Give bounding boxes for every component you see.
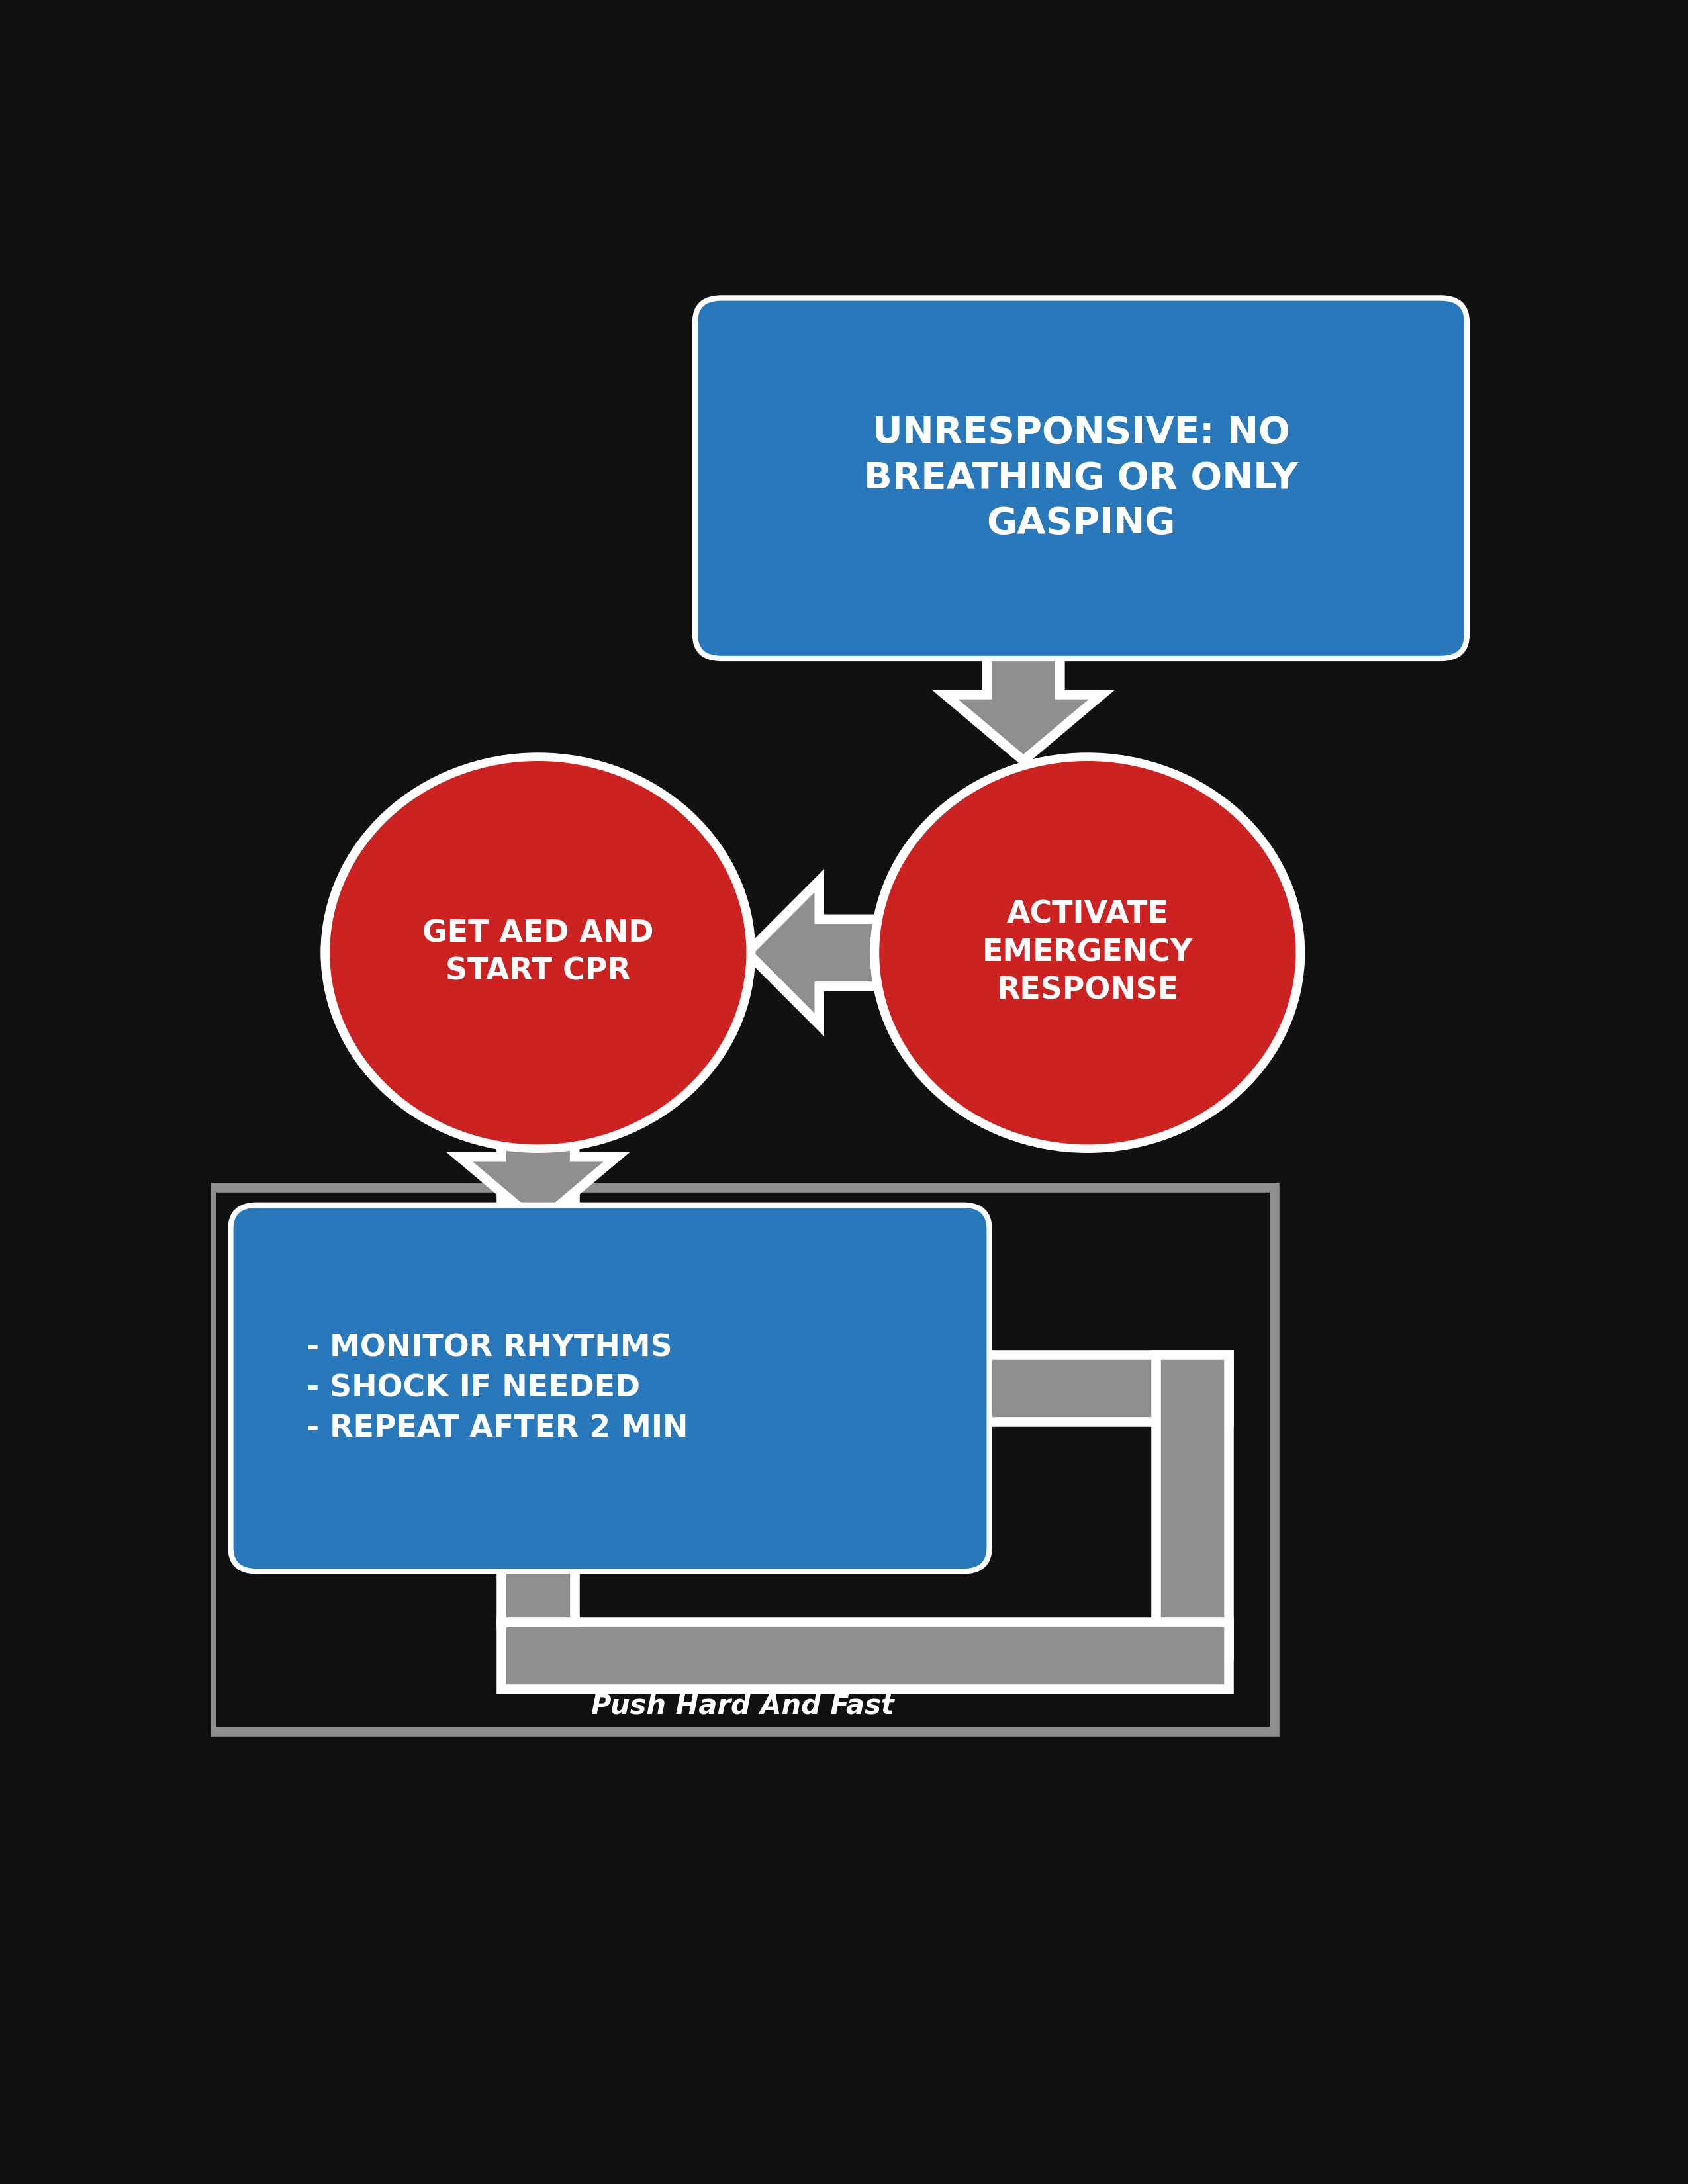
Bar [501, 1190, 574, 1623]
Bar [501, 1623, 1229, 1688]
Bar [211, 1188, 1274, 1732]
Polygon shape [945, 633, 1102, 760]
Text: - MONITOR RHYTHMS
- SHOCK IF NEEDED
- REPEAT AFTER 2 MIN: - MONITOR RHYTHMS - SHOCK IF NEEDED - RE… [307, 1332, 689, 1444]
Text: GET AED AND
START CPR: GET AED AND START CPR [422, 919, 653, 987]
FancyBboxPatch shape [231, 1206, 989, 1572]
Circle shape [885, 767, 1290, 1140]
Circle shape [876, 758, 1300, 1147]
Bar [964, 1354, 1229, 1422]
Circle shape [336, 767, 741, 1140]
Polygon shape [459, 1144, 616, 1223]
FancyBboxPatch shape [695, 297, 1467, 660]
Circle shape [326, 758, 749, 1147]
Text: ACTIVATE
EMERGENCY
RESPONSE: ACTIVATE EMERGENCY RESPONSE [982, 900, 1193, 1005]
Bar [1156, 1354, 1229, 1655]
Text: UNRESPONSIVE: NO
BREATHING OR ONLY
GASPING: UNRESPONSIVE: NO BREATHING OR ONLY GASPI… [864, 415, 1298, 542]
Polygon shape [748, 880, 878, 1024]
Text: Push Hard And Fast: Push Hard And Fast [591, 1693, 895, 1719]
